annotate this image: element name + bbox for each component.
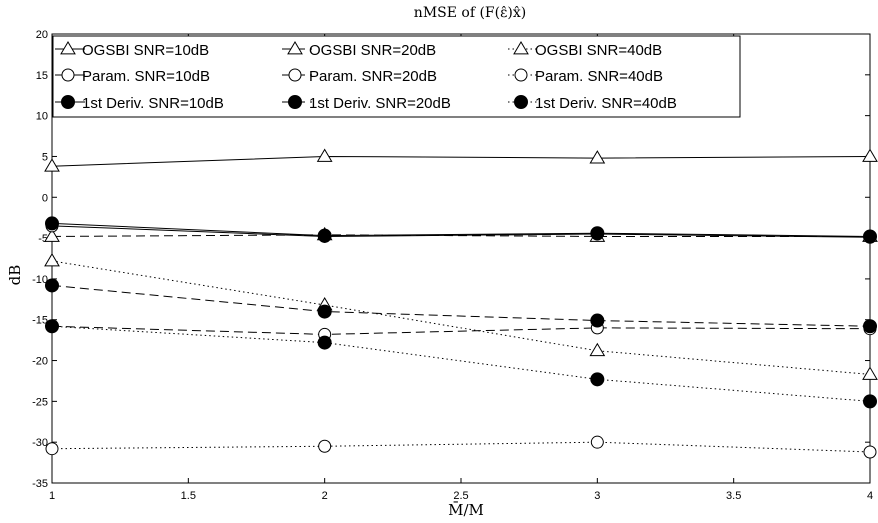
data-point [45,278,59,293]
data-point [863,445,877,459]
legend-label: 1st Deriv. SNR=20dB [309,95,451,112]
legend-marker [60,41,76,55]
data-point [316,148,333,162]
series-line [51,284,871,327]
data-point [44,158,60,172]
data-point [590,372,605,387]
chart-title: nMSE of (F(ε̂)x̂) [414,5,526,21]
x-axis-label: M̄/M [448,501,484,519]
series-9 [45,319,877,409]
data-point [863,394,877,409]
series-line [51,222,871,237]
legend-marker [288,95,302,109]
legend-item: OGSBI SNR=40dB [508,41,662,59]
data-point [45,216,59,231]
data-point [590,226,605,241]
x-tick-label: 4 [867,490,873,502]
legend-marker [287,41,303,55]
legend-item: OGSBI SNR=20dB [282,41,436,59]
data-point [44,228,60,242]
data-point [590,435,604,449]
y-tick-label: 0 [42,192,48,204]
legend-box [52,35,741,118]
x-tick-label: 1.5 [181,490,196,502]
series-7 [45,216,877,244]
y-tick-label: -15 [32,315,48,327]
plot-area: 1 1.5 2 2.5 3 3.5 4 20 15 10 5 0 -5 -10 -15 -20 -25 -30 -3… [32,29,873,502]
x-tick-label: 3 [594,490,600,502]
legend-marker [61,95,75,109]
legend-label: 1st Deriv. SNR=10dB [82,95,224,112]
series-6 [45,435,877,459]
series-line [51,260,871,375]
data-point [863,319,877,334]
data-point [45,319,59,334]
data-point [589,150,606,164]
y-axis-label: dB [6,265,24,286]
y-tick-label: 20 [36,29,48,41]
legend-marker [514,68,528,82]
data-point [45,442,59,456]
y-tick-label: 5 [42,151,48,163]
legend-label: OGSBI SNR=40dB [535,42,662,59]
legend-item: Param. SNR=40dB [508,68,663,85]
legend-label: Param. SNR=20dB [309,68,437,85]
legend-marker [61,68,75,82]
data-point [862,366,878,380]
series-8 [45,278,877,334]
series-layer [44,148,878,459]
data-point [317,304,332,319]
y-tick-label: -30 [32,437,48,449]
legend-marker [513,41,529,55]
legend-label: Param. SNR=10dB [82,68,210,85]
y-tick-label: -5 [38,233,48,245]
series-line [51,225,871,238]
series-line [51,155,871,167]
legend-item: Param. SNR=10dB [55,68,210,85]
series-line [51,325,871,335]
legend-marker [514,95,528,109]
data-point [44,252,60,267]
legend-item: Param. SNR=20dB [282,68,437,85]
y-tick-label: -10 [32,274,48,286]
series-3 [44,252,878,380]
series-line [51,325,871,402]
y-tick-label: -20 [32,356,48,368]
series-line [51,441,871,453]
legend-label: OGSBI SNR=10dB [82,42,209,59]
legend-item: OGSBI SNR=10dB [55,41,209,59]
legend-item: 1st Deriv. SNR=40dB [508,95,677,112]
data-point [862,148,878,162]
legend-label: 1st Deriv. SNR=40dB [535,95,677,112]
legend-label: Param. SNR=40dB [535,68,663,85]
x-tick-label: 2 [322,490,328,502]
series-4 [45,219,877,244]
legend-item: 1st Deriv. SNR=20dB [282,95,451,112]
data-point [589,342,606,357]
legend: OGSBI SNR=10dB OGSBI SNR=20dB OGSBI SNR=40… [52,35,741,118]
y-tick-label: -25 [32,396,48,408]
data-point [317,228,332,243]
series-1 [44,148,878,172]
data-point [317,335,332,350]
legend-marker [288,68,302,82]
y-tick-label: 15 [36,70,48,82]
x-tick-label: 3.5 [726,490,741,502]
legend-item: 1st Deriv. SNR=10dB [55,95,224,112]
legend-label: OGSBI SNR=20dB [309,42,436,59]
x-tick-label: 2.5 [453,490,468,502]
data-point [590,313,605,328]
data-point [863,229,877,244]
y-tick-label: 10 [36,111,48,123]
data-point [318,439,332,453]
x-tick-label: 1 [49,490,55,502]
y-tick-label: -35 [32,478,48,490]
